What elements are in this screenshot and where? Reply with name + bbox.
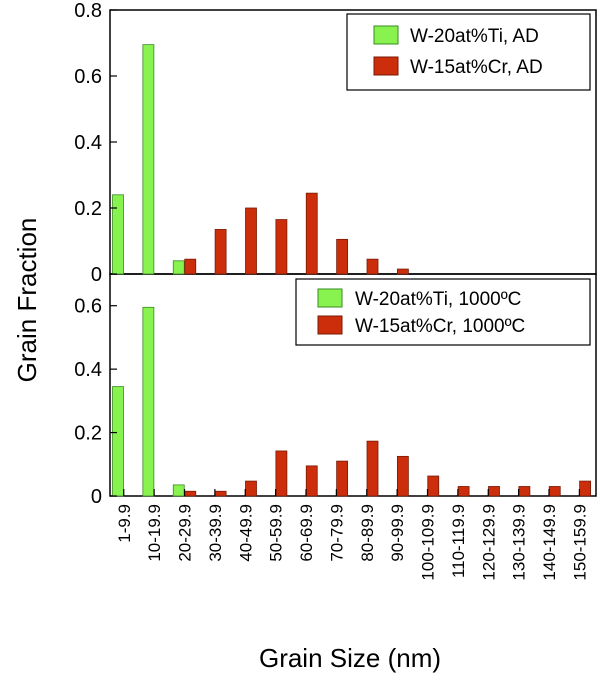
bar-top-cr-4 [245,207,257,275]
bar-top-cr-8 [366,258,379,275]
y-tick-label: 0 [91,486,102,508]
y-tick-label: 0 [91,264,102,286]
bar-bottom-cr-2 [184,490,197,497]
bar-bottom-cr-12 [488,486,500,497]
bar-top-ti-0 [112,194,124,275]
bar-bottom-cr-5 [275,450,288,497]
x-tick-label: 70-79.9 [327,504,346,562]
x-tick-label: 150-159.9 [570,504,589,581]
x-tick-label: 1-9.9 [115,504,134,543]
bar-top-cr-7 [336,238,349,275]
x-tick-label: 120-129.9 [479,504,498,581]
x-tick-label: 130-139.9 [510,504,529,581]
bar-top-cr-5 [275,219,288,275]
bottom-legend: W-20at%Ti, 1000ºC W-15at%Cr, 1000ºC [295,278,591,346]
bar-bottom-cr-10 [427,475,440,497]
bar-bottom-cr-14 [548,486,561,497]
bar-top-cr-2 [184,258,197,275]
x-tick-label: 90-99.9 [388,504,407,562]
y-tick-label: 0.2 [74,423,102,445]
bar-bottom-ti-0 [112,386,124,497]
bottom-legend-label-cr: W-15at%Cr, 1000ºC [355,316,525,337]
x-tick-label: 60-69.9 [297,504,316,562]
x-tick-label: 50-59.9 [267,504,286,562]
bottom-legend-box [295,278,591,346]
bar-bottom-cr-6 [305,465,318,497]
top-legend: W-20at%Ti, AD W-15at%Cr, AD [346,13,591,91]
bar-top-ti-1 [142,44,155,275]
bottom-panel-frame [109,273,597,497]
y-tick-label: 0.2 [74,198,102,220]
x-axis-label: Grain Size (nm) [259,643,441,673]
top-legend-swatch-cr [373,56,399,76]
x-tick-label: 20-29.9 [176,504,195,562]
bar-top-ti-2 [172,260,185,275]
bar-bottom-cr-4 [245,480,257,497]
x-tick-label: 30-39.9 [206,504,225,562]
bar-bottom-ti-2 [172,484,185,497]
bottom-legend-swatch-cr [317,315,343,335]
x-tick-label: 80-89.9 [358,504,377,562]
bar-top-cr-9 [396,268,409,275]
bar-top-cr-6 [305,192,318,275]
bar-bottom-cr-7 [336,460,349,497]
y-tick-label: 0.4 [74,359,102,381]
y-tick-label: 0.8 [74,0,102,22]
x-tick-label: 40-49.9 [236,504,255,562]
x-tick-label: 10-19.9 [145,504,164,562]
bar-bottom-cr-11 [457,486,470,497]
y-tick-label: 0.4 [74,132,102,154]
bar-bottom-cr-15 [579,480,592,497]
bar-bottom-cr-3 [214,490,227,497]
x-tick-label: 110-119.9 [449,504,468,578]
top-legend-label-ti: W-20at%Ti, AD [410,26,539,47]
top-legend-label-cr: W-15at%Cr, AD [410,57,543,78]
bar-top-cr-3 [214,229,227,275]
bar-bottom-cr-9 [396,455,409,497]
bar-bottom-cr-8 [366,440,379,497]
top-legend-swatch-ti [373,25,399,45]
bar-bottom-cr-13 [518,486,531,497]
x-tick-label: 140-149.9 [540,504,559,581]
y-tick-label: 0.6 [74,296,102,318]
y-tick-label: 0.6 [74,66,102,88]
bar-bottom-ti-1 [142,306,155,497]
bottom-legend-label-ti: W-20at%Ti, 1000ºC [355,289,521,310]
y-axis-label: Grain Fraction [12,218,42,383]
x-tick-label: 100-109.9 [419,504,438,581]
bottom-legend-swatch-ti [317,288,343,308]
